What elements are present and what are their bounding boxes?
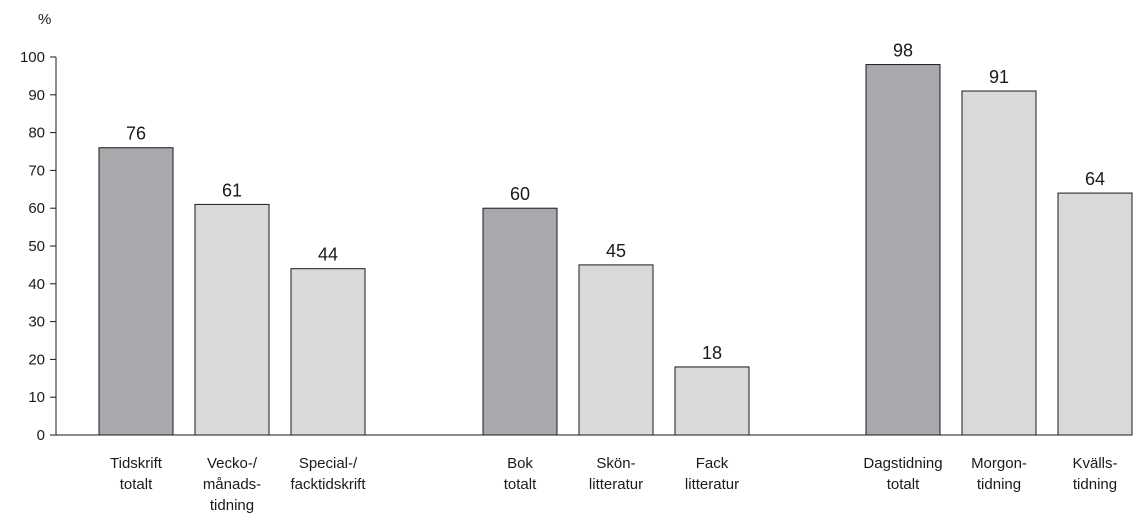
category-label: Morgon- (971, 455, 1027, 472)
y-tick-label: 50 (28, 238, 45, 255)
y-tick-label: 60 (28, 200, 45, 217)
bar-value-label: 98 (893, 41, 913, 61)
bar-value-label: 64 (1085, 169, 1105, 189)
category-label: Skön- (596, 455, 635, 472)
bar (98, 147, 174, 436)
y-tick-label: 70 (28, 162, 45, 179)
category-label: tidning (977, 476, 1021, 493)
bar-value-label: 18 (702, 343, 722, 363)
category-label: Bok (507, 455, 533, 472)
category-label: facktidskrift (290, 476, 366, 493)
category-label: totalt (120, 476, 153, 493)
bar-value-label: 44 (318, 245, 338, 265)
category-label: Dagstidning (863, 455, 942, 472)
category-label: totalt (887, 476, 920, 493)
y-axis-unit-label: % (38, 11, 51, 28)
category-label: litteratur (589, 476, 643, 493)
category-label: Special-/ (299, 455, 358, 472)
y-tick-label: 20 (28, 351, 45, 368)
y-tick-label: 90 (28, 87, 45, 104)
bar (578, 264, 654, 436)
y-tick-label: 10 (28, 389, 45, 406)
bar-value-label: 60 (510, 184, 530, 204)
category-label: Vecko-/ (207, 455, 258, 472)
y-axis: 0 10 20 30 40 50 60 70 80 90 100 (20, 49, 57, 444)
bars (98, 64, 1133, 436)
bar (194, 203, 270, 436)
category-label: Fack (696, 455, 729, 472)
bar (865, 64, 941, 436)
category-label: Tidskrift (110, 455, 163, 472)
category-label: tidning (210, 497, 254, 514)
bar-value-label: 61 (222, 180, 242, 200)
category-label: litteratur (685, 476, 739, 493)
y-tick-label: 80 (28, 125, 45, 142)
bar-value-label: 45 (606, 241, 626, 261)
category-labels: Tidskrift totalt Vecko-/ månads-tidning Spec… (110, 455, 1117, 514)
bar-value-label: 91 (989, 67, 1009, 87)
bar (674, 366, 750, 436)
bar (290, 268, 366, 436)
y-tick-label: 40 (28, 276, 45, 293)
y-tick-label: 30 (28, 314, 45, 331)
category-label: totalt (504, 476, 537, 493)
bar-value-label: 76 (126, 124, 146, 144)
bar (961, 90, 1037, 436)
category-label: månads- (203, 476, 261, 493)
category-label: tidning (1073, 476, 1117, 493)
bar (482, 207, 558, 436)
y-tick-label: 0 (37, 427, 45, 444)
value-labels: 76 61 44 60 45 18 98 91 64 (126, 41, 1105, 363)
y-tick-label: 100 (20, 49, 45, 66)
category-label: Kvälls- (1072, 455, 1117, 472)
bar (1057, 192, 1133, 436)
